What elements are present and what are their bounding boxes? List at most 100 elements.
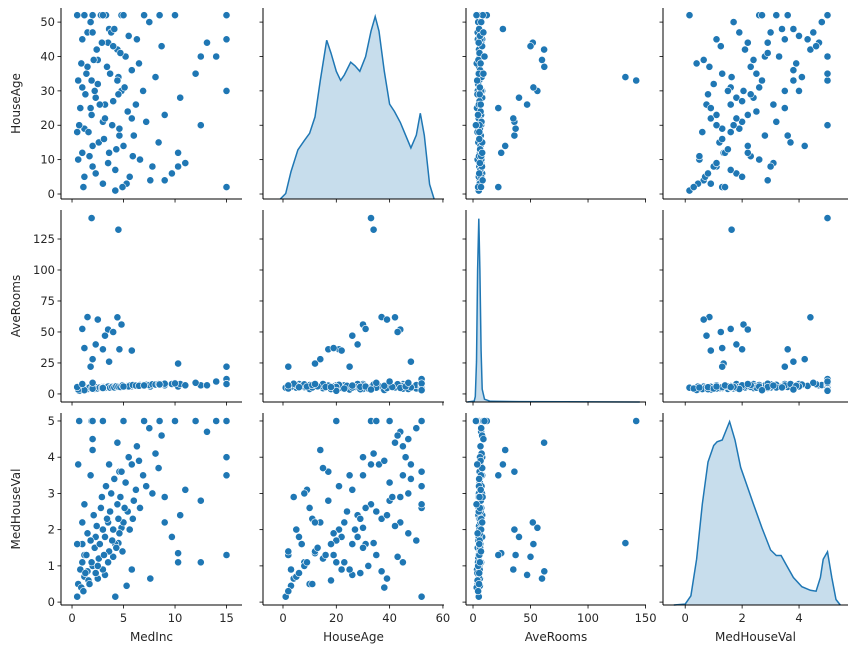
scatter-point: [127, 460, 136, 469]
scatter-point: [477, 547, 485, 556]
scatter-point: [78, 324, 87, 333]
scatter-point: [196, 121, 205, 130]
scatter-point: [79, 183, 88, 191]
scatter-point: [498, 25, 507, 33]
scatter-point: [780, 362, 789, 371]
scatter-point: [88, 28, 97, 37]
y-tick-label: 25: [40, 356, 55, 370]
scatter-point: [340, 558, 349, 567]
scatter-point: [739, 87, 748, 95]
scatter-point: [372, 417, 381, 425]
scatter-point: [119, 141, 128, 150]
scatter-point: [345, 362, 354, 371]
scatter-point: [86, 362, 95, 371]
scatter-point: [73, 128, 82, 136]
x-tick-label: 15: [219, 611, 234, 625]
scatter-point: [324, 496, 333, 505]
scatter-point: [160, 518, 169, 527]
scatter-point: [87, 558, 96, 567]
scatter-point: [383, 511, 391, 520]
x-tick-label: 60: [436, 611, 451, 625]
scatter-point: [772, 117, 781, 126]
scatter-point: [123, 107, 132, 116]
scatter-point: [324, 467, 333, 476]
scatter-point: [155, 380, 164, 389]
scatter-point: [380, 583, 389, 592]
scatter-point: [404, 529, 413, 538]
scatter-point: [369, 539, 378, 547]
scatter-point: [119, 382, 128, 391]
scatter-point: [135, 456, 143, 465]
scatter-point: [88, 435, 97, 443]
scatter-point: [761, 131, 769, 140]
scatter-point: [758, 386, 766, 395]
scatter-point: [348, 485, 357, 494]
y-tick-label: 75: [40, 294, 55, 308]
x-tick-label: 20: [329, 611, 344, 625]
x-tick-label: 40: [382, 611, 397, 625]
scatter-point: [699, 56, 708, 64]
y-tick-label: 3: [48, 486, 55, 500]
scatter-point: [528, 518, 537, 527]
scatter-point: [474, 38, 483, 47]
scatter-point: [476, 59, 485, 68]
scatter-point: [113, 438, 122, 447]
scatter-point: [724, 145, 732, 154]
scatter-point: [738, 172, 746, 181]
scatter-point: [316, 446, 325, 454]
scatter-point: [308, 580, 317, 588]
scatter-point: [160, 493, 169, 501]
scatter-point: [732, 340, 741, 349]
scatter-point: [743, 148, 752, 157]
scatter-point: [91, 569, 100, 577]
scatter-point: [477, 18, 486, 26]
scatter-point: [729, 18, 738, 26]
scatter-point: [311, 518, 319, 527]
scatter-point: [735, 28, 744, 37]
scatter-point: [99, 417, 107, 425]
scatter-point: [780, 104, 789, 112]
scatter-point: [109, 42, 118, 51]
scatter-point: [222, 35, 231, 44]
scatter-point: [140, 417, 148, 425]
kde-line-AveRooms: [467, 218, 640, 403]
scatter-point: [726, 383, 735, 391]
scatter-point: [786, 138, 795, 147]
scatter-point: [417, 386, 426, 395]
scatter-point: [108, 121, 117, 130]
scatter-point: [359, 453, 367, 462]
scatter-point: [139, 471, 147, 480]
scatter-point: [95, 540, 104, 548]
scatter-point: [86, 536, 95, 545]
scatter-point: [106, 507, 114, 516]
panel-AveRooms-vs-AveRooms: [462, 210, 646, 406]
scatter-point: [727, 225, 736, 234]
scatter-point: [789, 385, 798, 394]
x-tick-label: 2: [738, 611, 745, 625]
scatter-point: [112, 145, 121, 154]
y-tick-label: 20: [40, 118, 55, 132]
scatter-point: [540, 567, 549, 576]
scatter-point: [812, 42, 820, 51]
scatter-point: [155, 417, 164, 425]
scatter-point: [131, 485, 140, 494]
scatter-point: [689, 183, 698, 191]
scatter-point: [803, 35, 812, 44]
scatter-point: [476, 442, 485, 451]
scatter-point: [789, 25, 798, 33]
scatter-point: [176, 93, 185, 102]
y-tick-label: 50: [40, 15, 55, 29]
scatter-point: [783, 131, 792, 140]
scatter-point: [823, 52, 832, 61]
scatter-point: [113, 500, 122, 509]
scatter-point: [473, 76, 482, 85]
scatter-point: [471, 121, 480, 130]
x-tick-label: 0: [279, 611, 286, 625]
scatter-point: [763, 176, 772, 185]
scatter-point: [377, 514, 386, 523]
scatter-point: [345, 471, 354, 480]
y-tick-label: 125: [33, 232, 55, 246]
scatter-point: [529, 83, 538, 92]
x-tick-label: 5: [120, 611, 127, 625]
y-tick-label: 0: [48, 387, 55, 401]
